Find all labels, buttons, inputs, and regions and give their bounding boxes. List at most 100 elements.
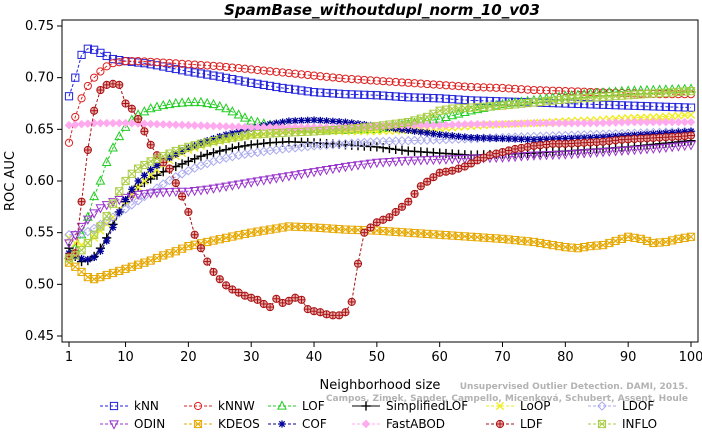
data-point-fastabod xyxy=(674,117,683,127)
data-point-cof xyxy=(536,135,544,144)
data-point-odin xyxy=(89,209,100,219)
data-point-lof xyxy=(535,93,546,104)
data-point-knn xyxy=(272,82,281,92)
data-point-loop xyxy=(668,112,677,121)
data-point-ldf xyxy=(177,192,187,201)
data-point-fastabod xyxy=(510,119,520,129)
axes-layer: 1 10 20 30 40 50 60 70 80 90 100 0.45 0.50 0.55 0.60 0.… xyxy=(25,19,702,365)
data-point-simplifiedlof xyxy=(391,144,401,154)
data-point-lof xyxy=(629,85,640,95)
legend-label: COF xyxy=(302,417,327,431)
data-point-lof xyxy=(120,121,131,131)
legend-entry-ldf: LDF xyxy=(486,417,543,431)
data-point-lof xyxy=(591,87,602,97)
data-point-knnw xyxy=(127,57,136,66)
y-tick-label: 0.45 xyxy=(25,329,54,344)
data-point-odin xyxy=(415,156,426,166)
data-point-simplifiedlof xyxy=(196,151,206,161)
data-point-ldf xyxy=(83,145,92,155)
data-point-knn xyxy=(611,101,620,110)
legend-label: FastABOD xyxy=(386,417,445,431)
data-point-knn xyxy=(71,73,80,82)
data-point-knnw xyxy=(297,70,306,79)
data-point-loop xyxy=(630,113,639,122)
data-point-knnw xyxy=(410,79,419,88)
data-point-odin xyxy=(158,188,169,198)
data-point-fastabod xyxy=(228,122,237,131)
data-point-odin xyxy=(321,166,332,176)
data-point-fastabod xyxy=(177,120,187,130)
x-tick-label: 30 xyxy=(243,350,260,365)
legend-entry-simplifiedlof: SimplifiedLOF xyxy=(352,399,468,413)
data-point-knnw xyxy=(328,73,337,82)
data-point-lof xyxy=(221,103,232,113)
data-point-knnw xyxy=(397,78,407,87)
data-point-odin xyxy=(390,157,401,167)
data-point-knn xyxy=(316,88,325,97)
data-point-odin xyxy=(667,143,678,153)
data-point-knn xyxy=(353,90,363,99)
data-point-fastabod xyxy=(83,119,93,128)
data-point-lof xyxy=(108,142,118,152)
data-point-knnw xyxy=(441,81,451,90)
data-point-odin xyxy=(528,151,539,161)
data-point-ldf xyxy=(134,114,143,124)
data-point-fastabod xyxy=(686,117,696,127)
data-point-knnw xyxy=(353,75,363,84)
legend-label: kNN xyxy=(134,399,159,413)
data-point-odin xyxy=(108,198,118,208)
data-point-knnw xyxy=(64,138,74,147)
data-point-lof xyxy=(491,100,502,110)
data-point-fastabod xyxy=(579,118,589,128)
data-point-knn xyxy=(680,103,689,112)
data-point-ldf xyxy=(680,131,689,141)
data-point-knnw xyxy=(536,86,545,95)
data-point-simplifiedlof xyxy=(378,143,388,153)
data-point-fastabod xyxy=(548,118,558,128)
data-point-lof xyxy=(598,87,608,97)
data-point-fastabod xyxy=(655,117,664,127)
data-point-knn xyxy=(580,100,589,109)
data-point-lof xyxy=(152,101,162,111)
data-point-knn xyxy=(674,103,683,112)
data-point-knnw xyxy=(190,60,199,69)
data-point-lof xyxy=(585,88,596,98)
x-tick-label: 90 xyxy=(620,350,637,365)
data-point-knnw xyxy=(347,75,356,84)
data-point-fastabod xyxy=(422,120,432,130)
data-point-ldf xyxy=(234,288,243,297)
data-point-ldf xyxy=(347,297,356,306)
data-point-ldf xyxy=(140,127,149,136)
data-point-fastabod xyxy=(667,117,677,127)
series-odin xyxy=(64,141,696,249)
data-point-odin xyxy=(623,146,634,156)
data-point-lof xyxy=(95,175,106,185)
data-point-odin xyxy=(585,148,596,159)
data-point-fastabod xyxy=(202,121,212,131)
data-point-knnw xyxy=(404,78,413,87)
data-point-knn xyxy=(284,84,293,93)
data-point-fastabod xyxy=(441,120,451,130)
data-point-odin xyxy=(246,178,257,188)
legend-swatch-marker xyxy=(109,420,119,430)
data-point-ldof xyxy=(158,179,169,189)
data-point-inflo xyxy=(115,187,124,196)
data-point-odin xyxy=(327,165,338,175)
data-point-ldf xyxy=(171,178,180,188)
data-point-knn xyxy=(404,93,413,102)
data-point-ldf xyxy=(372,218,381,227)
data-point-cof xyxy=(492,134,500,143)
data-point-ldf xyxy=(605,136,614,146)
data-point-lof xyxy=(610,86,621,96)
legend-entry-lof: LOF xyxy=(268,399,325,413)
data-point-ldof xyxy=(120,204,131,214)
data-point-cof xyxy=(84,255,92,264)
data-point-knn xyxy=(573,99,583,109)
data-point-knnw xyxy=(77,94,86,103)
data-point-cof xyxy=(436,130,444,139)
data-point-odin xyxy=(346,162,357,172)
legend-swatch-marker xyxy=(361,401,371,411)
data-point-knn xyxy=(303,87,312,96)
data-point-cof xyxy=(90,253,98,262)
data-point-knn xyxy=(322,88,331,98)
